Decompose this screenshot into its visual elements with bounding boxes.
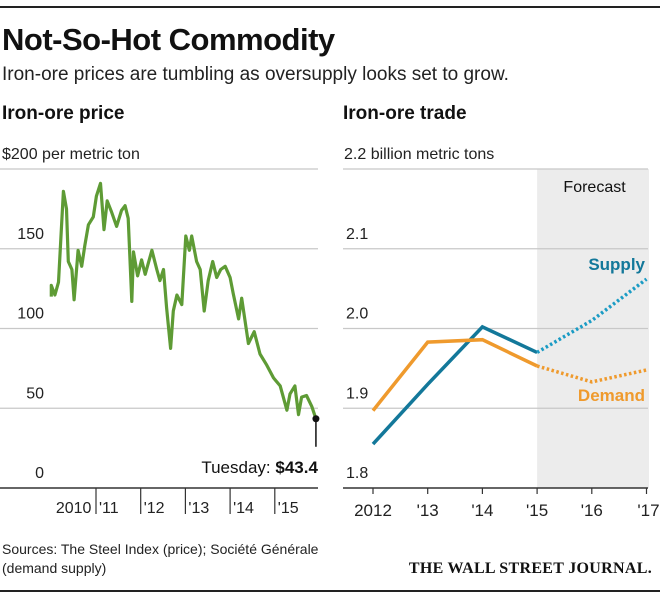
last-price-annotation: Tuesday: $43.4 — [201, 458, 318, 477]
trade-panel-title: Iron-ore trade — [343, 103, 467, 124]
publisher-logo: THE WALL STREET JOURNAL. — [408, 560, 652, 577]
x-tick-label: 2010 — [56, 500, 92, 517]
y-tick-label: 1.9 — [346, 385, 368, 402]
last-price-marker — [312, 415, 320, 423]
y-tick-label: 150 — [17, 226, 44, 243]
supply-line — [371, 324, 538, 446]
y-tick-label: 0 — [35, 465, 44, 482]
x-tick-label: '14 — [471, 501, 493, 520]
x-tick-label: '13 — [188, 500, 209, 517]
y-tick-label: 2.0 — [346, 306, 368, 323]
sources-note: Sources: The Steel Index (price); Sociét… — [2, 540, 318, 578]
forecast-label: Forecast — [563, 179, 626, 196]
bottom-rule — [0, 590, 660, 592]
price-panel-title: Iron-ore price — [2, 103, 125, 124]
y-tick-label: 100 — [17, 306, 44, 323]
x-tick-label: '15 — [278, 500, 299, 517]
annotation-value: $43.4 — [275, 458, 318, 477]
demand-forecast-line — [536, 364, 647, 384]
x-tick-label: '15 — [526, 501, 548, 520]
y-tick-label: 1.8 — [346, 465, 368, 482]
x-tick-label: '14 — [233, 500, 254, 517]
sources-line-2: (demand supply) — [2, 560, 107, 576]
price-unit-label: $200 per metric ton — [2, 146, 140, 163]
chart-subtitle: Iron-ore prices are tumbling as oversupp… — [2, 64, 509, 85]
supply-legend-label: Supply — [588, 255, 645, 274]
x-tick-label: '11 — [99, 500, 119, 517]
sources-line-1: Sources: The Steel Index (price); Sociét… — [2, 541, 319, 557]
x-tick-label: '12 — [144, 500, 165, 517]
demand-line — [371, 337, 538, 412]
x-tick-label: '16 — [581, 501, 603, 520]
annotation-prefix: Tuesday: — [201, 458, 275, 477]
x-tick-label: '13 — [417, 501, 439, 520]
trade-unit-label: 2.2 billion metric tons — [344, 146, 495, 163]
supply-forecast-line — [536, 277, 648, 354]
demand-legend-label: Demand — [578, 386, 645, 405]
price-line — [49, 181, 318, 420]
y-tick-label: 50 — [26, 385, 44, 402]
top-rule — [0, 6, 660, 8]
x-tick-label: 2012 — [354, 501, 392, 520]
x-tick-label: '17 — [637, 501, 659, 520]
y-tick-label: 2.1 — [346, 226, 368, 243]
chart-title: Not-So-Hot Commodity — [2, 22, 335, 57]
